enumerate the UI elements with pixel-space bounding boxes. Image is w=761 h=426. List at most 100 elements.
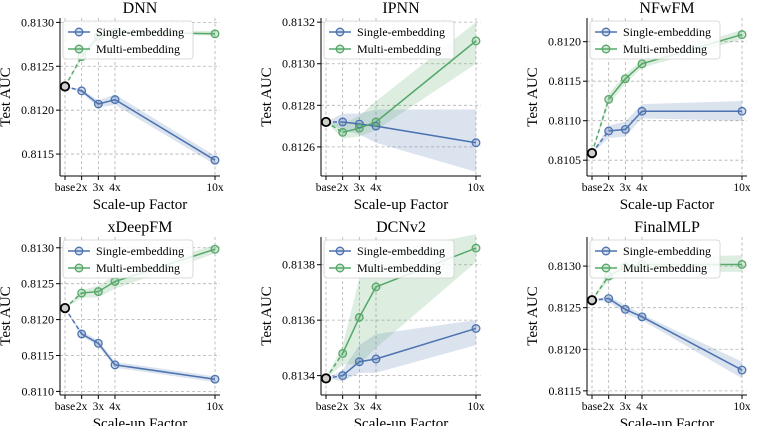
single-embedding-line [608, 297, 743, 371]
multi-embedding-band [326, 22, 476, 139]
legend-label: Single-embedding [357, 25, 445, 39]
y-tick-label: 0.8130 [21, 15, 54, 29]
chart-title: IPNN [382, 0, 420, 17]
multi-embedding-point [110, 277, 120, 286]
single-embedding-point [737, 365, 747, 375]
y-tick-label: 0.8125 [21, 59, 54, 73]
y-tick-label: 0.8120 [21, 313, 54, 327]
x-tick-label: 3x [354, 401, 366, 413]
x-tick-label: 10x [733, 182, 751, 194]
x-tick-label: base [55, 401, 75, 413]
subplot-ipnn: 0.8126 0.8128 0.8130 0.8132 base 2x 3x 4x 10x IPN… [259, 0, 485, 213]
single-embedding-band [592, 100, 742, 154]
single-embedding-point [338, 117, 348, 127]
multi-embedding-point [354, 312, 364, 322]
multi-embedding-point [338, 127, 348, 137]
y-tick-label: 0.8132 [282, 15, 315, 29]
y-tick-label: 0.8115 [548, 384, 581, 398]
chart-title: NFwFM [639, 0, 694, 17]
legend-marker [601, 44, 611, 54]
x-tick-label: base [55, 182, 75, 194]
chart-title: xDeepFM [108, 219, 173, 236]
base-point [586, 295, 598, 306]
y-tick-label: 0.8138 [282, 258, 315, 272]
multi-embedding-point [77, 288, 87, 298]
x-tick-label: base [582, 401, 602, 413]
y-tick-label: 0.8125 [548, 301, 581, 315]
x-tick-label: base [316, 401, 336, 413]
legend-marker [335, 44, 345, 54]
x-tick-label: 3x [93, 401, 105, 413]
x-tick-label: 3x [620, 401, 632, 413]
single-embedding-point [737, 106, 747, 116]
single-embedding-point [93, 338, 103, 348]
legend-marker [335, 246, 345, 256]
single-embedding-line [342, 327, 477, 377]
legend-marker [335, 27, 345, 37]
single-embedding-point [604, 126, 614, 136]
x-tick-label: 3x [93, 182, 105, 194]
multi-embedding-band [65, 29, 215, 87]
legend-label: Single-embedding [623, 25, 711, 39]
y-tick-label: 0.8110 [548, 114, 581, 128]
single-embedding-point [604, 294, 614, 303]
single-embedding-line [81, 90, 216, 161]
legend-marker [601, 246, 611, 256]
single-embedding-band [592, 296, 742, 379]
single-embedding-dashed-segment [591, 130, 610, 154]
subplot-xdeepfm: 0.8110 0.8115 0.8120 0.8125 0.8130 base 2x 3x 4x… [0, 219, 224, 426]
multi-embedding-point [354, 123, 364, 133]
legend-label: Single-embedding [96, 25, 184, 39]
y-axis-label: Test AUC [525, 67, 541, 126]
multi-embedding-point [371, 117, 381, 127]
x-tick-label: 10x [733, 401, 751, 413]
y-tick-label: 0.8105 [548, 153, 581, 167]
chart-title: FinalMLP [634, 219, 700, 236]
single-embedding-point [371, 354, 381, 364]
single-embedding-point [620, 304, 630, 314]
single-embedding-point [637, 312, 647, 322]
x-tick-label: 2x [337, 401, 349, 413]
y-tick-label: 0.8110 [21, 384, 54, 398]
y-tick-label: 0.8130 [21, 241, 54, 255]
x-tick-label: 2x [603, 401, 615, 413]
y-tick-label: 0.8136 [282, 313, 315, 327]
subplot-finalmlp: 0.8115 0.8120 0.8125 0.8130 base 2x 3x 4x 10x Fin… [525, 219, 751, 426]
x-tick-label: 10x [206, 401, 224, 413]
x-tick-label: 4x [370, 401, 382, 413]
y-tick-label: 0.8120 [548, 35, 581, 49]
x-tick-label: base [316, 182, 336, 194]
multi-embedding-point [620, 74, 630, 84]
single-embedding-band [65, 308, 215, 383]
multi-embedding-point [471, 243, 481, 253]
y-tick-label: 0.8130 [548, 259, 581, 273]
x-axis-label: Scale-up Factor [620, 197, 715, 213]
y-tick-label: 0.8115 [21, 349, 54, 363]
base-point [59, 81, 71, 92]
x-tick-label: base [582, 182, 602, 194]
single-embedding-point [210, 374, 220, 384]
x-tick-label: 4x [636, 182, 648, 194]
y-tick-label: 0.8115 [548, 74, 581, 88]
single-embedding-band [65, 86, 215, 165]
legend-marker [335, 263, 345, 273]
legend-marker [74, 263, 84, 273]
legend-label: Single-embedding [623, 244, 711, 258]
x-tick-label: 2x [76, 401, 88, 413]
multi-embedding-dashed-segment [591, 275, 610, 301]
base-point [320, 373, 332, 384]
multi-embedding-point [737, 259, 747, 269]
multi-embedding-dashed-segment [64, 56, 83, 87]
y-tick-label: 0.8128 [282, 98, 315, 112]
x-tick-label: 2x [603, 182, 615, 194]
legend-marker [601, 263, 611, 273]
legend-box [589, 20, 721, 60]
y-axis-label: Test AUC [525, 286, 541, 345]
legend: Single-embedding Multi-embedding [589, 239, 721, 279]
legend: Single-embedding Multi-embedding [323, 20, 455, 60]
y-tick-label: 0.8120 [21, 103, 54, 117]
legend-marker [74, 27, 84, 37]
x-axis-label: Scale-up Factor [93, 197, 188, 213]
multi-embedding-point [93, 287, 103, 297]
multi-embedding-point [210, 244, 220, 254]
